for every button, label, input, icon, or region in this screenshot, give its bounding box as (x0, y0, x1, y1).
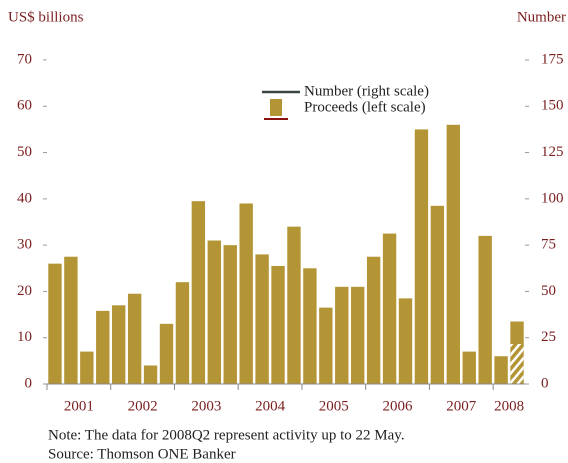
bar (430, 205, 445, 384)
bar (271, 265, 285, 384)
x-tick-label: 2001 (64, 398, 94, 414)
bar (80, 351, 94, 384)
bar (159, 323, 174, 384)
bar (382, 233, 397, 384)
bar (96, 310, 110, 384)
bar (191, 201, 206, 384)
y2-tick-label: 50 (541, 283, 556, 299)
y2-tick-label: 100 (541, 190, 564, 206)
y2-tick-label: 175 (541, 51, 564, 67)
bar (239, 203, 253, 384)
bar (303, 268, 317, 384)
y-tick-label: 0 (25, 375, 33, 391)
x-tick-label: 2004 (255, 398, 286, 414)
note: Note: The data for 2008Q2 represent acti… (48, 427, 405, 443)
bar (478, 235, 492, 384)
bar (143, 365, 158, 384)
bar (398, 298, 413, 384)
y-tick-label: 30 (17, 237, 32, 253)
y-axis-label: US$ billions (8, 9, 84, 25)
y2-tick-label: 0 (541, 375, 549, 391)
y-tick-label: 10 (17, 329, 32, 345)
x-tick-label: 2007 (446, 398, 477, 414)
bar (319, 307, 333, 384)
y-tick-label: 20 (17, 283, 32, 299)
bar-hatch (510, 344, 524, 384)
legend-swatch (270, 99, 282, 116)
y-tick-label: 70 (17, 51, 32, 67)
legend-label: Proceeds (left scale) (304, 99, 426, 115)
bar (287, 226, 301, 384)
y2-tick-label: 125 (541, 144, 564, 160)
bar (207, 240, 221, 384)
bar (127, 293, 142, 384)
bar (255, 254, 269, 384)
bar (175, 282, 190, 384)
bar (335, 286, 349, 384)
y2-tick-label: 150 (541, 98, 564, 114)
bar (446, 124, 460, 385)
bar (494, 356, 508, 384)
bar (351, 286, 365, 384)
y2-tick-label: 75 (541, 237, 556, 253)
y-tick-label: 50 (17, 144, 32, 160)
bar (366, 256, 381, 384)
y2-axis-label: Number (517, 9, 566, 25)
y2-tick-label: 25 (541, 329, 556, 345)
bar (414, 129, 429, 384)
x-tick-label: 2005 (319, 398, 349, 414)
bar (462, 351, 476, 384)
bar (48, 263, 62, 384)
bar (64, 256, 78, 384)
legend-label: Number (right scale) (304, 83, 429, 99)
x-tick-label: 2006 (383, 398, 414, 414)
note: Source: Thomson ONE Banker (48, 446, 236, 462)
y-tick-label: 60 (17, 98, 32, 114)
bar (223, 245, 237, 384)
x-tick-label: 2002 (128, 398, 158, 414)
x-tick-label: 2008 (494, 398, 524, 414)
bar (112, 305, 126, 384)
x-tick-label: 2003 (191, 398, 221, 414)
y-tick-label: 40 (17, 190, 32, 206)
